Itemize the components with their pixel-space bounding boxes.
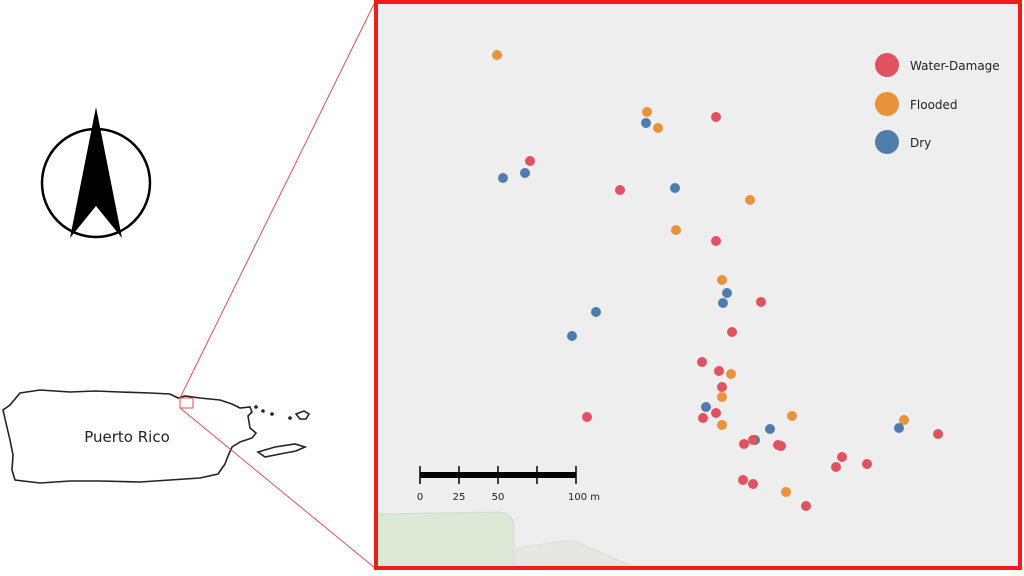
point-dry: [498, 173, 508, 183]
point-dry: [641, 118, 651, 128]
point-water-damage: [714, 366, 724, 376]
map-frame: Water-Damage Flooded Dry 0 25 50 100 m: [374, 0, 1022, 570]
north-arrow-icon: [40, 107, 152, 239]
point-water-damage: [756, 297, 766, 307]
map-frame-border: [374, 0, 1022, 570]
point-water-damage: [727, 327, 737, 337]
puerto-rico-outline: [2, 389, 311, 484]
point-flooded: [671, 225, 681, 235]
legend-swatch-dry: [875, 130, 899, 154]
scale-tick-label: 25: [453, 492, 466, 503]
inset-label: Puerto Rico: [84, 428, 170, 446]
point-water-damage: [748, 435, 758, 445]
green-area: [377, 511, 515, 569]
zoom-indicator: [179, 1, 376, 569]
legend-label-flooded: Flooded: [910, 98, 958, 112]
point-water-damage: [738, 475, 748, 485]
scale-tick-label: 50: [492, 492, 505, 503]
point-dry: [701, 402, 711, 412]
point-dry: [670, 183, 680, 193]
point-water-damage: [711, 236, 721, 246]
point-dry: [567, 331, 577, 341]
point-water-damage: [697, 357, 707, 367]
scale-tick-label: 100 m: [568, 492, 600, 503]
legend-swatch-flooded: [875, 92, 899, 116]
point-dry: [718, 298, 728, 308]
point-flooded: [717, 275, 727, 285]
point-water-damage: [698, 413, 708, 423]
point-water-damage: [711, 408, 721, 418]
point-flooded: [492, 50, 502, 60]
point-water-damage: [582, 412, 592, 422]
point-flooded: [653, 123, 663, 133]
point-water-damage: [615, 185, 625, 195]
legend-swatch-water-damage: [875, 53, 899, 77]
point-flooded: [717, 420, 727, 430]
point-flooded: [899, 415, 909, 425]
point-water-damage: [837, 452, 847, 462]
point-water-damage: [711, 112, 721, 122]
point-dry: [765, 424, 775, 434]
point-water-damage: [933, 429, 943, 439]
point-water-damage: [862, 459, 872, 469]
legend-label-dry: Dry: [910, 136, 931, 150]
survey-points: [492, 50, 943, 511]
point-water-damage: [831, 462, 841, 472]
point-dry: [894, 423, 904, 433]
point-water-damage: [776, 441, 786, 451]
point-dry: [520, 168, 530, 178]
point-water-damage: [525, 156, 535, 166]
point-flooded: [787, 411, 797, 421]
point-water-damage: [717, 382, 727, 392]
point-flooded: [642, 107, 652, 117]
point-flooded: [745, 195, 755, 205]
legend: Water-Damage Flooded Dry: [875, 53, 1000, 154]
point-flooded: [726, 369, 736, 379]
point-flooded: [717, 392, 727, 402]
point-water-damage: [739, 439, 749, 449]
point-flooded: [781, 487, 791, 497]
scale-bar: 0 25 50 100 m: [417, 466, 600, 503]
point-water-damage: [748, 479, 758, 489]
scale-tick-label: 0: [417, 492, 423, 503]
point-dry: [591, 307, 601, 317]
legend-label-water-damage: Water-Damage: [910, 59, 1000, 73]
point-water-damage: [801, 501, 811, 511]
point-dry: [722, 288, 732, 298]
